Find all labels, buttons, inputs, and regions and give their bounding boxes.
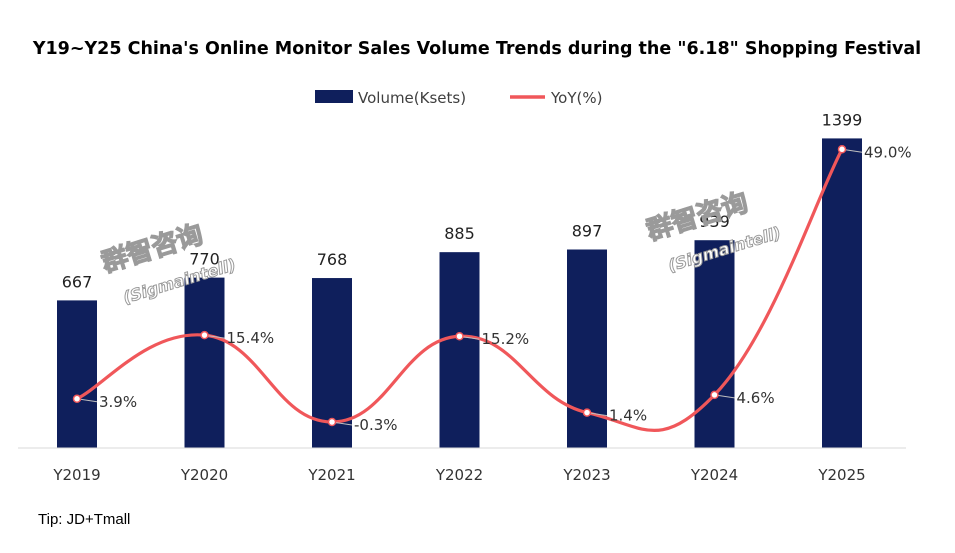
legend-label-yoy: YoY(%): [550, 89, 602, 107]
bar-label-Y2023: 897: [572, 222, 603, 241]
yoy-point-Y2021: [327, 417, 337, 427]
yoy-points: [72, 145, 863, 427]
yoy-value-labels: 3.9% 15.4% -0.3% 15.2% 1.4% 4.6% 49.0%: [99, 143, 912, 434]
bar-value-labels: 667 770 768 885 897 939 1399: [62, 110, 863, 291]
bar-Y2023: [567, 249, 607, 448]
bar-Y2022: [439, 252, 480, 448]
x-tick-Y2020: Y2020: [180, 466, 228, 484]
bar-label-Y2021: 768: [317, 250, 348, 269]
legend: Volume(Ksets) YoY(%): [315, 89, 602, 107]
yoy-label-Y2019: 3.9%: [99, 393, 137, 411]
yoy-point-Y2019: [72, 394, 82, 404]
x-tick-Y2024: Y2024: [690, 466, 738, 484]
legend-label-volume: Volume(Ksets): [358, 89, 466, 107]
source-note: Tip: JD+Tmall: [38, 511, 130, 528]
yoy-point-Y2022: [455, 331, 464, 341]
bar-Y2019: [57, 300, 97, 448]
bar-Y2020: [184, 277, 225, 448]
yoy-label-Y2024: 4.6%: [737, 389, 775, 407]
yoy-label-Y2020: 15.4%: [227, 329, 275, 347]
bar-Y2024: [694, 240, 735, 448]
yoy-point-Y2020: [200, 330, 209, 340]
yoy-label-Y2022: 15.2%: [482, 330, 530, 348]
yoy-point-Y2023: [582, 408, 592, 417]
x-tick-Y2019: Y2019: [52, 466, 100, 484]
legend-swatch-volume: [315, 90, 353, 103]
bar-label-Y2020: 770: [189, 250, 220, 269]
yoy-label-Y2025: 49.0%: [864, 143, 912, 161]
yoy-point-Y2025: [837, 145, 847, 154]
bar-label-Y2025: 1399: [822, 110, 863, 129]
x-tick-Y2025: Y2025: [817, 466, 865, 484]
x-tick-Y2023: Y2023: [562, 466, 610, 484]
bar-Y2025: [822, 138, 862, 448]
bar-label-Y2022: 885: [444, 224, 475, 243]
yoy-point-Y2024: [710, 390, 719, 400]
x-axis-tick-labels: Y2019 Y2020 Y2021 Y2022 Y2023 Y2024 Y2025: [52, 466, 865, 484]
bar-series: [57, 138, 862, 448]
bar-label-Y2024: 939: [699, 212, 730, 231]
yoy-label-Y2023: 1.4%: [609, 407, 647, 425]
x-tick-Y2021: Y2021: [307, 466, 355, 484]
yoy-label-Y2021: -0.3%: [354, 416, 398, 434]
x-tick-Y2022: Y2022: [435, 466, 483, 484]
bar-label-Y2019: 667: [62, 272, 93, 291]
chart-title: Y19~Y25 China's Online Monitor Sales Vol…: [32, 39, 921, 59]
